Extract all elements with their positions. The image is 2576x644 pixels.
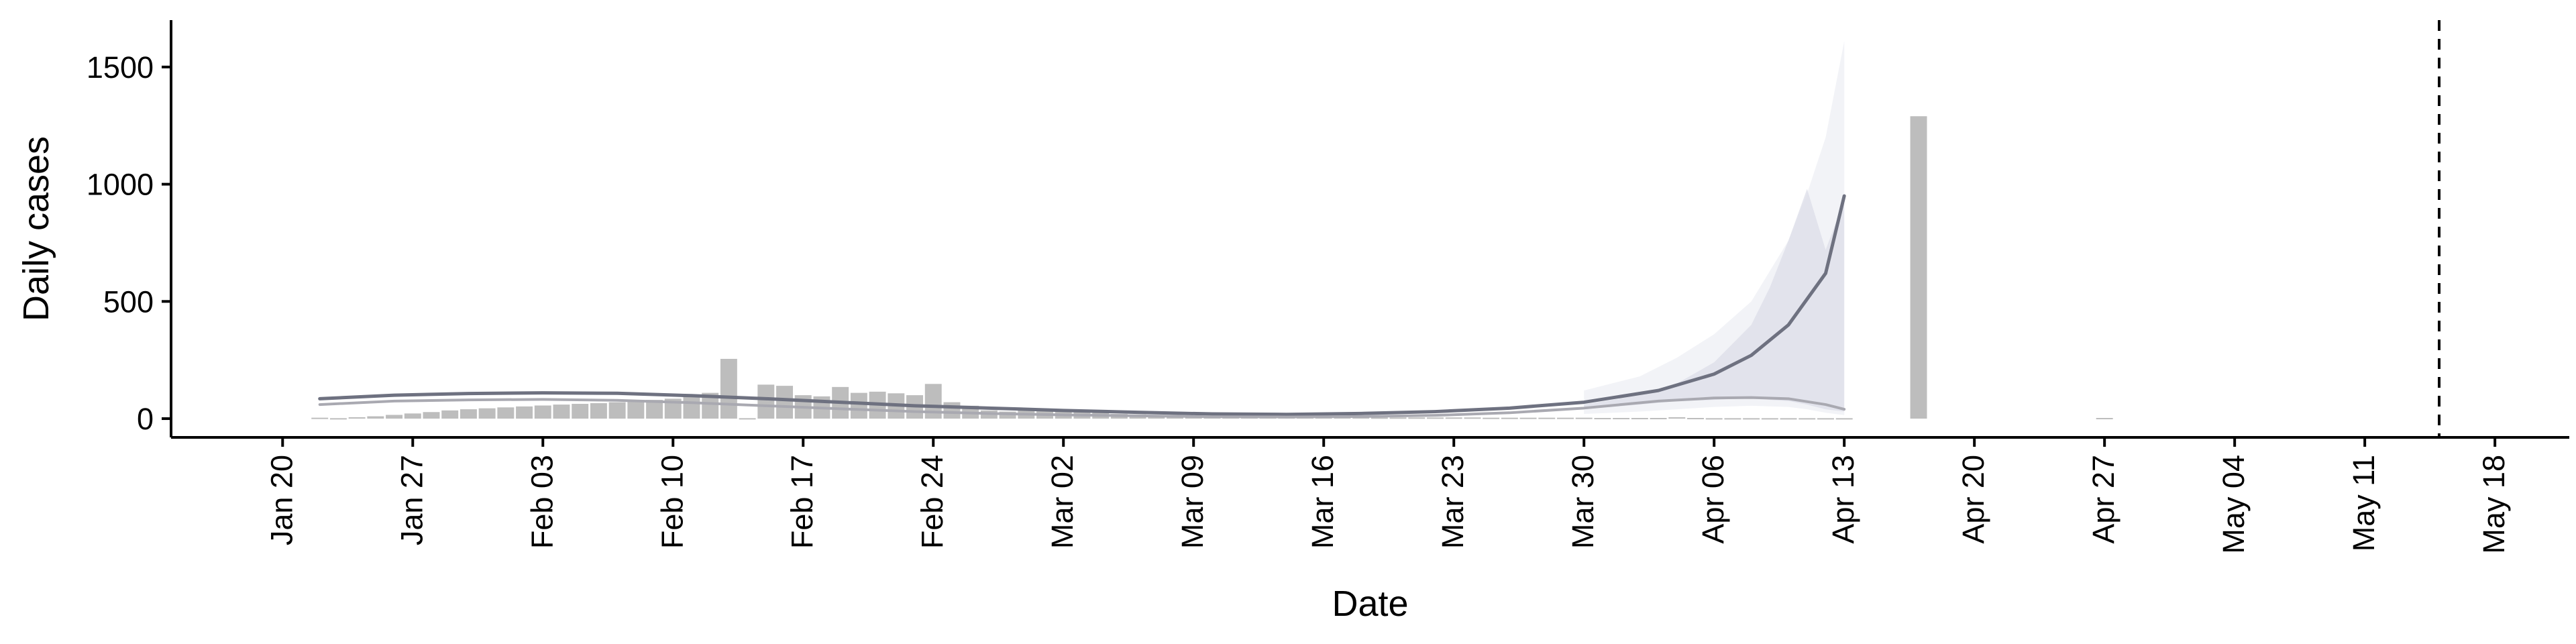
- y-tick-label: 500: [103, 284, 154, 319]
- x-tick-label: Apr 06: [1696, 455, 1730, 544]
- x-axis-title: Date: [1332, 584, 1408, 624]
- y-tick-label: 1500: [87, 50, 154, 85]
- daily-case-bar: [1538, 417, 1556, 419]
- daily-case-bar: [367, 416, 384, 419]
- daily-case-bar: [1519, 417, 1537, 419]
- daily-case-bar: [739, 418, 756, 420]
- x-tick-label: Feb 10: [655, 455, 689, 549]
- x-ticks: Jan 20 Jan 27 Feb 03 Feb 10 Feb 17 Feb 24 Mar …: [264, 437, 2511, 554]
- daily-case-bar: [608, 402, 626, 419]
- x-tick-label: Apr 27: [2086, 455, 2121, 544]
- daily-case-bar: [1483, 417, 1500, 419]
- daily-case-bar: [1613, 417, 1630, 419]
- y-ticks: 0 500 1000 1500: [87, 50, 171, 436]
- daily-case-bar: [1799, 418, 1816, 420]
- x-tick-label: Feb 17: [785, 455, 819, 549]
- daily-case-bar: [1910, 116, 1927, 419]
- x-tick-label: Mar 02: [1045, 455, 1079, 549]
- daily-case-bar: [2096, 417, 2113, 419]
- daily-case-bar: [1427, 417, 1444, 419]
- daily-case-bar: [516, 406, 533, 419]
- model-line-1: [318, 194, 1846, 417]
- daily-case-bar: [311, 417, 329, 419]
- daily-case-bar: [1464, 417, 1481, 419]
- x-tick-label: May 18: [2477, 455, 2511, 554]
- daily-case-bar: [329, 418, 347, 420]
- daily-case-bar: [590, 402, 607, 419]
- daily-case-bar: [1687, 417, 1704, 419]
- daily-case-bar: [441, 410, 459, 419]
- daily-case-bar: [627, 401, 645, 419]
- daily-case-bar: [1780, 418, 1797, 420]
- daily-case-bar: [1743, 418, 1760, 420]
- daily-case-bar: [720, 358, 737, 419]
- daily-case-bar: [1501, 417, 1518, 419]
- daily-case-bar: [404, 413, 421, 419]
- x-tick-label: Feb 03: [525, 455, 559, 549]
- daily-case-bar: [1389, 417, 1407, 419]
- model-line-2: [318, 396, 1846, 419]
- daily-case-bar: [497, 407, 515, 419]
- x-tick-label: Mar 30: [1566, 455, 1600, 549]
- daily-case-bar: [1835, 418, 1853, 420]
- x-tick-label: Mar 23: [1436, 455, 1470, 549]
- daily-case-bar: [1445, 417, 1462, 419]
- uncertainty-band-layer: [1584, 41, 1845, 415]
- daily-case-bar: [460, 409, 477, 419]
- axes: 0 500 1000 1500 Jan 20 Jan 27 Feb 03 Feb 10 Feb…: [87, 20, 2569, 554]
- x-tick-label: May 04: [2216, 455, 2251, 554]
- daily-case-bar: [1594, 417, 1611, 419]
- daily-case-bar: [943, 402, 961, 419]
- daily-case-bar: [534, 405, 551, 419]
- x-tick-label: Feb 24: [915, 455, 949, 549]
- daily-case-bar: [478, 408, 496, 419]
- daily-case-bar: [423, 412, 440, 419]
- line-layer: [318, 194, 1846, 419]
- y-tick-label: 0: [137, 402, 154, 436]
- daily-case-bar: [1408, 417, 1426, 419]
- x-tick-label: Mar 16: [1305, 455, 1340, 549]
- x-tick-label: May 11: [2347, 455, 2381, 551]
- daily-case-bar: [348, 417, 366, 419]
- daily-case-bar: [1724, 418, 1741, 420]
- daily-case-bar: [1557, 417, 1574, 419]
- x-tick-label: Jan 20: [264, 455, 299, 545]
- daily-case-bar: [1705, 418, 1723, 420]
- x-tick-label: Jan 27: [394, 455, 429, 545]
- daily-case-bar: [757, 384, 775, 419]
- x-tick-label: Apr 20: [1956, 455, 1990, 544]
- x-tick-label: Mar 09: [1175, 455, 1210, 549]
- daily-case-bar: [1352, 417, 1370, 419]
- daily-case-bar: [386, 415, 403, 419]
- x-tick-label: Apr 13: [1826, 455, 1860, 544]
- daily-case-bar: [1668, 417, 1686, 419]
- daily-case-bar: [683, 396, 700, 419]
- daily-case-bar: [1817, 418, 1834, 420]
- daily-case-bar: [553, 405, 570, 419]
- daily-case-bar: [1371, 417, 1388, 419]
- daily-case-bar: [776, 386, 794, 419]
- daily-case-bar: [572, 404, 589, 419]
- uncertainty-band-1: [1584, 189, 1845, 412]
- daily-case-bar: [1631, 417, 1648, 419]
- daily-case-bar: [1575, 417, 1593, 419]
- y-tick-label: 1000: [87, 168, 154, 202]
- daily-case-bar: [1761, 418, 1778, 420]
- daily-case-bar: [1650, 417, 1667, 419]
- daily-case-bar: [850, 392, 867, 419]
- y-axis-title: Daily cases: [16, 136, 56, 321]
